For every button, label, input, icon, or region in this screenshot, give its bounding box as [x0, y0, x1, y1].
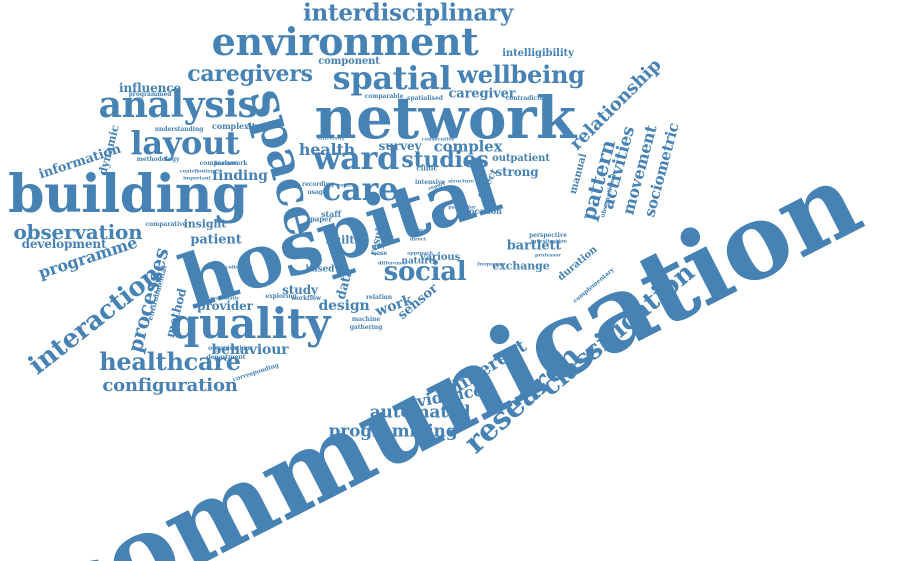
word: intensive [414, 179, 446, 186]
word: type [415, 227, 427, 234]
word: healthcare [99, 347, 241, 376]
word: development [21, 237, 107, 251]
word: structure [448, 178, 474, 185]
word: perspective [529, 232, 567, 239]
word: staff [321, 209, 341, 219]
word: quality [170, 299, 330, 348]
word: comparable [364, 93, 404, 100]
word: influence [119, 81, 181, 95]
word: complexity [212, 121, 260, 131]
word: wellbeing [457, 60, 585, 89]
word: social [383, 257, 467, 287]
word: layout [130, 124, 240, 162]
word: case [372, 250, 388, 257]
word: frequency [477, 261, 505, 268]
word: gathering [349, 324, 383, 331]
word: network [314, 84, 576, 152]
word: caregiver [448, 86, 516, 102]
word: study [282, 283, 318, 297]
word: level [371, 244, 385, 251]
word: based [305, 264, 335, 275]
word: health [298, 140, 356, 159]
word: programming [328, 421, 458, 442]
word: bartlett [506, 238, 562, 254]
word: outpatient [492, 153, 550, 164]
word: strong [495, 165, 539, 179]
word: ward [312, 139, 400, 177]
word: comparative [145, 221, 187, 228]
word: methodology [136, 156, 180, 163]
word: spatial [332, 59, 452, 97]
word: usage [307, 189, 327, 196]
word: professor [535, 252, 561, 259]
word: important [183, 175, 211, 182]
word: contribution [179, 168, 215, 175]
word: comparison [199, 160, 239, 167]
word: difference [377, 260, 407, 267]
word: configuration [102, 375, 238, 396]
word: nature [401, 256, 435, 267]
word: spatialised [407, 95, 443, 102]
word: finding [212, 168, 268, 184]
word: direct [409, 236, 427, 243]
word: machine [351, 316, 381, 323]
word: intelligibility [502, 48, 574, 59]
word: exchange [492, 259, 550, 273]
word: various [419, 252, 461, 263]
word: understanding [154, 126, 204, 133]
word: interdisciplinary [302, 0, 514, 27]
word: investigation [531, 238, 567, 245]
word: paper [309, 214, 333, 224]
word: particular [448, 204, 476, 211]
word: care [321, 170, 399, 208]
word: provider [197, 299, 253, 313]
word: environment [211, 19, 479, 64]
word: behaviour [211, 342, 289, 358]
word: analysis [98, 84, 258, 126]
word: exploring [265, 293, 297, 300]
word: built [325, 233, 355, 247]
word: observation [13, 220, 143, 244]
word: contradictory [505, 95, 551, 102]
word: studies [401, 147, 489, 173]
word: teamwork [214, 160, 248, 167]
word: building [8, 164, 248, 225]
word: patient [190, 232, 242, 248]
word: university [317, 135, 345, 142]
word: automated [369, 402, 471, 423]
word: centre [337, 182, 355, 189]
word: programmed [128, 91, 172, 98]
word: survey [378, 139, 422, 153]
word: systematic [210, 295, 240, 302]
word: consecutive [421, 136, 455, 143]
word: approach [407, 250, 433, 257]
word: design [318, 298, 370, 314]
word: organisation [208, 345, 250, 352]
word: department [206, 354, 246, 361]
word: recording [301, 181, 335, 188]
word: workflow [290, 295, 322, 302]
word: caregivers [187, 61, 313, 87]
word: component [318, 56, 380, 67]
word: location [466, 206, 502, 216]
word: insight [183, 217, 227, 231]
word: complex [433, 137, 503, 156]
word: clinic [416, 163, 438, 173]
word: collection [225, 264, 253, 271]
word: relation [365, 294, 393, 301]
